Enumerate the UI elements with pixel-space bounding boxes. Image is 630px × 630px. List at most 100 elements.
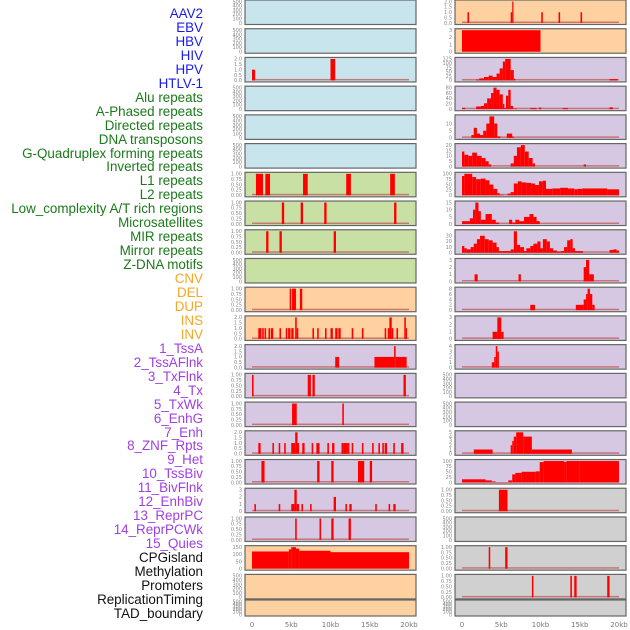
data-bar	[587, 288, 590, 311]
data-bar	[481, 158, 486, 167]
data-bar	[524, 251, 527, 253]
data-bar	[513, 183, 518, 196]
y-tick-label: 10	[446, 208, 452, 214]
data-bar	[255, 173, 263, 196]
y-tick-label: 0	[449, 423, 452, 429]
track-panel	[244, 401, 417, 428]
y-tick-label: 75	[446, 464, 452, 470]
y-tick-label: 100	[232, 131, 242, 137]
data-bar	[476, 79, 480, 81]
y-tick-label: 300	[442, 525, 452, 531]
y-tick-label: 300	[232, 152, 242, 158]
y-tick-label: 500	[232, 599, 242, 605]
y-tick-label: 0	[239, 136, 242, 142]
track-label: L2 repeats	[139, 187, 203, 203]
data-bar	[372, 443, 374, 454]
data-bar	[491, 93, 494, 110]
y-tick-label: 0.25	[231, 475, 242, 481]
data-bar	[528, 158, 533, 167]
data-bar	[252, 374, 254, 397]
y-tick-label: 0.75	[231, 464, 242, 470]
track-label: L1 repeats	[139, 173, 203, 189]
data-bar	[492, 331, 498, 339]
x-tick-label: 0	[250, 621, 254, 629]
data-bar	[394, 202, 397, 225]
y-tick-label: 1.0	[234, 441, 242, 447]
track-label: 13_ReprPC	[133, 508, 203, 524]
data-bar	[512, 440, 514, 454]
y-tick-label: 50	[446, 70, 452, 76]
y-tick-label: 0.00	[441, 566, 452, 572]
y-tick-label: 6	[449, 292, 452, 298]
data-bar	[489, 184, 494, 196]
track-label: 14_ReprPCWk	[113, 522, 203, 538]
data-bar	[361, 328, 364, 339]
data-bar	[580, 12, 583, 23]
baseline	[252, 251, 409, 253]
y-tick-label: 0.00	[231, 394, 242, 400]
y-tick-label: 2	[449, 355, 452, 361]
data-bar	[512, 474, 516, 483]
track-panel	[244, 85, 417, 112]
data-bar	[589, 294, 593, 311]
data-bar	[546, 241, 550, 253]
data-bar	[252, 69, 256, 81]
y-tick-label: 1.00	[441, 545, 452, 551]
data-bar	[349, 504, 352, 512]
y-tick-label: 0.50	[441, 584, 452, 590]
y-tick-label: 0.25	[231, 188, 242, 194]
y-tick-label: 0	[449, 279, 452, 285]
data-bar	[516, 432, 524, 454]
y-tick-label: 100	[232, 45, 242, 51]
y-tick-label: 0	[449, 452, 452, 458]
y-tick-label: 0.75	[231, 206, 242, 212]
data-bar	[495, 222, 499, 225]
data-bar	[502, 251, 511, 253]
y-tick-label: 0	[449, 193, 452, 199]
data-bar	[532, 163, 536, 167]
y-tick-label: 2.0	[234, 344, 242, 350]
y-tick-label: 300	[442, 605, 452, 611]
data-bar	[476, 239, 481, 253]
x-tick-label: 0	[460, 621, 464, 629]
y-tick-label: 300	[442, 381, 452, 387]
track-panel	[454, 286, 627, 313]
data-bar	[538, 107, 542, 110]
y-tick-label: 0.00	[231, 538, 242, 544]
data-bar	[497, 193, 500, 196]
track-label: HIV	[180, 47, 203, 63]
data-bar	[278, 504, 281, 512]
baseline	[252, 308, 409, 311]
data-bar	[515, 219, 520, 225]
y-tick-label: 500	[232, 28, 242, 34]
track-label: EBV	[176, 19, 203, 35]
y-tick-label: 300	[232, 582, 242, 588]
track-panel	[244, 487, 417, 514]
track-label: Z-DNA motifs	[123, 257, 203, 273]
data-bar	[462, 151, 465, 167]
y-tick-label: 200	[442, 529, 452, 535]
data-bar	[369, 461, 373, 483]
data-bar	[382, 443, 384, 454]
y-tick-label: 0.75	[231, 292, 242, 298]
baseline	[462, 21, 619, 23]
data-bar	[613, 249, 617, 253]
data-bar	[303, 173, 308, 196]
baseline	[252, 193, 409, 196]
data-bar	[474, 274, 478, 282]
data-bar	[493, 188, 498, 196]
data-bar	[471, 135, 474, 138]
y-tick-label: 300	[232, 123, 242, 129]
y-tick-label: 200	[232, 12, 242, 18]
data-bar	[553, 250, 557, 253]
data-bar	[498, 251, 503, 253]
data-bar	[299, 288, 303, 311]
y-tick-label: 0.75	[441, 550, 452, 556]
data-bar	[472, 152, 477, 167]
data-bar	[607, 189, 619, 196]
y-tick-label: 300	[232, 8, 242, 14]
data-bar	[609, 79, 618, 81]
data-bar	[270, 328, 274, 339]
track-label: Methylation	[134, 564, 203, 579]
track-panel	[454, 487, 627, 514]
